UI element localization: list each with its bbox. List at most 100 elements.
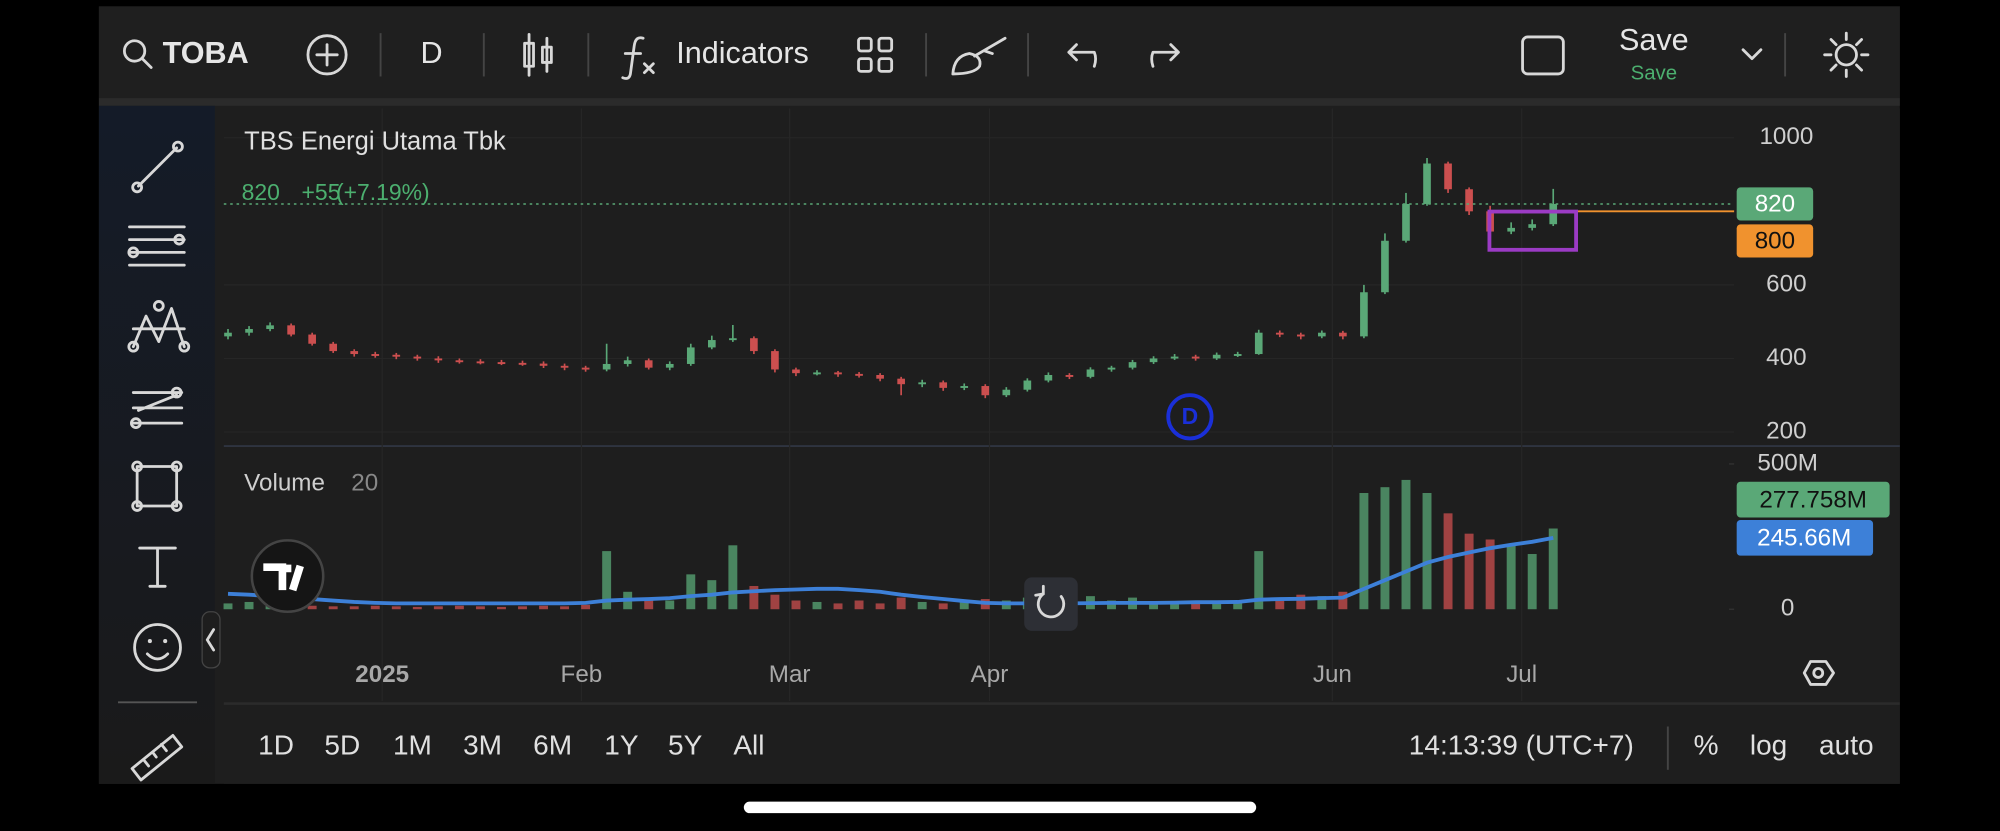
bottom-bar [223, 704, 1900, 784]
candle-body [623, 360, 632, 364]
quote-change: +55 [302, 179, 341, 205]
candle-body [918, 382, 926, 385]
indicators-button[interactable]: Indicators [621, 36, 809, 80]
volume-bar [602, 551, 612, 610]
interval-button[interactable]: D [421, 36, 443, 70]
volume-ma-badge-label: 245.66M [1757, 525, 1851, 552]
fullscreen-button[interactable] [1521, 35, 1565, 76]
candle-body [1128, 362, 1137, 368]
candle-body [1360, 292, 1368, 337]
symbol-search[interactable]: TOBA [122, 36, 249, 70]
candle-body [1002, 389, 1011, 396]
last-price-badge-label: 820 [1755, 191, 1795, 218]
theme-button[interactable] [1823, 31, 1870, 78]
save-button[interactable]: Save [1619, 23, 1689, 57]
collapse-toolbar-handle[interactable] [201, 611, 221, 669]
dividend-marker[interactable]: D [1166, 393, 1214, 441]
scale-button[interactable]: auto [1819, 729, 1874, 760]
candle-body [813, 372, 821, 375]
candle-body [792, 369, 800, 374]
top-toolbar [98, 6, 1900, 99]
drawing-brush-button[interactable] [951, 36, 1007, 76]
candle-body [371, 354, 380, 356]
candle-body [308, 334, 316, 344]
undo-button[interactable] [1067, 43, 1097, 68]
quote-last: 820 [242, 179, 280, 205]
drawn-rectangle[interactable] [1487, 209, 1579, 252]
emoji-tool[interactable] [133, 623, 182, 672]
text-tool[interactable] [138, 546, 177, 588]
volume-bar [1212, 603, 1222, 610]
watermark-logo[interactable] [250, 539, 325, 614]
range-button[interactable]: All [733, 729, 764, 760]
candle-body [750, 338, 758, 352]
x-tick-label: Mar [769, 661, 811, 688]
candle-body [771, 351, 779, 370]
volume-bar [581, 604, 591, 610]
ruler-tool[interactable] [130, 734, 184, 782]
candle-body [644, 360, 653, 368]
range-button[interactable]: 6M [533, 729, 572, 760]
add-symbol-button[interactable] [306, 34, 348, 76]
chart-type-button[interactable] [523, 33, 553, 77]
volume-bar [854, 600, 864, 610]
scale-button[interactable]: log [1750, 729, 1787, 760]
symbol[interactable]: TOBA [163, 36, 249, 70]
candle-body [518, 362, 527, 365]
candle-body [1528, 224, 1537, 228]
volume-ma-period: 20 [351, 470, 378, 497]
indicators-label[interactable]: Indicators [676, 36, 809, 70]
save-menu-chevron[interactable] [1741, 48, 1763, 61]
reset-chart-button[interactable] [1024, 577, 1078, 631]
candle-body [1044, 375, 1053, 381]
scale-button[interactable]: % [1694, 729, 1719, 760]
candle-body [602, 363, 611, 370]
candle-body [434, 358, 443, 361]
range-button[interactable]: 1Y [604, 729, 639, 760]
candle-body [1296, 334, 1305, 337]
forecast-tool[interactable] [129, 386, 184, 430]
candle-body [581, 367, 590, 370]
volume-badge-label: 277.758M [1759, 486, 1867, 513]
alert-badge-label: 800 [1755, 228, 1795, 255]
settings-dot [1812, 667, 1825, 679]
candle-body [834, 372, 842, 375]
range-button[interactable]: 5Y [668, 729, 703, 760]
volume-bar [644, 597, 654, 610]
volume-bar [497, 606, 506, 610]
volume-bar [307, 605, 317, 610]
svg-text:D: D [1182, 403, 1199, 429]
fib-tool[interactable] [127, 225, 186, 267]
price-tick-label: 600 [1766, 270, 1806, 297]
range-button[interactable]: 1M [393, 729, 432, 760]
volume-bar [1107, 600, 1116, 610]
x-tick-label: Feb [561, 661, 603, 688]
shape-tool[interactable] [131, 460, 183, 512]
volume-bar [791, 600, 801, 610]
volume-bar [1485, 539, 1495, 610]
volume-bar [433, 606, 443, 610]
candle-body [497, 362, 506, 365]
collapse-arrow [205, 628, 216, 652]
pattern-tool[interactable] [127, 300, 191, 353]
range-button[interactable]: 5D [324, 729, 360, 760]
chart-settings-button[interactable] [1802, 660, 1835, 686]
candle-body [1402, 203, 1410, 241]
volume-bar [1149, 601, 1159, 610]
volume-bar [454, 605, 464, 610]
range-button[interactable]: 1D [258, 729, 294, 760]
volume-bar [833, 603, 843, 610]
volume-bar [686, 574, 696, 610]
layout-button[interactable] [857, 36, 894, 73]
candle-body [960, 386, 969, 388]
volume-bar [1548, 528, 1558, 610]
trend-line-tool[interactable] [131, 140, 184, 194]
candle-body [266, 325, 274, 330]
clock: 14:13:39 (UTC+7) [1409, 729, 1634, 760]
redo-button[interactable] [1150, 43, 1180, 68]
volume-bar [812, 601, 822, 610]
volume-badge [1736, 481, 1890, 518]
plot-layer: 2025 Feb Mar Apr Jun Jul 200 400 600 1000 0 500M 820… [223, 108, 1890, 701]
range-button[interactable]: 3M [463, 729, 502, 760]
